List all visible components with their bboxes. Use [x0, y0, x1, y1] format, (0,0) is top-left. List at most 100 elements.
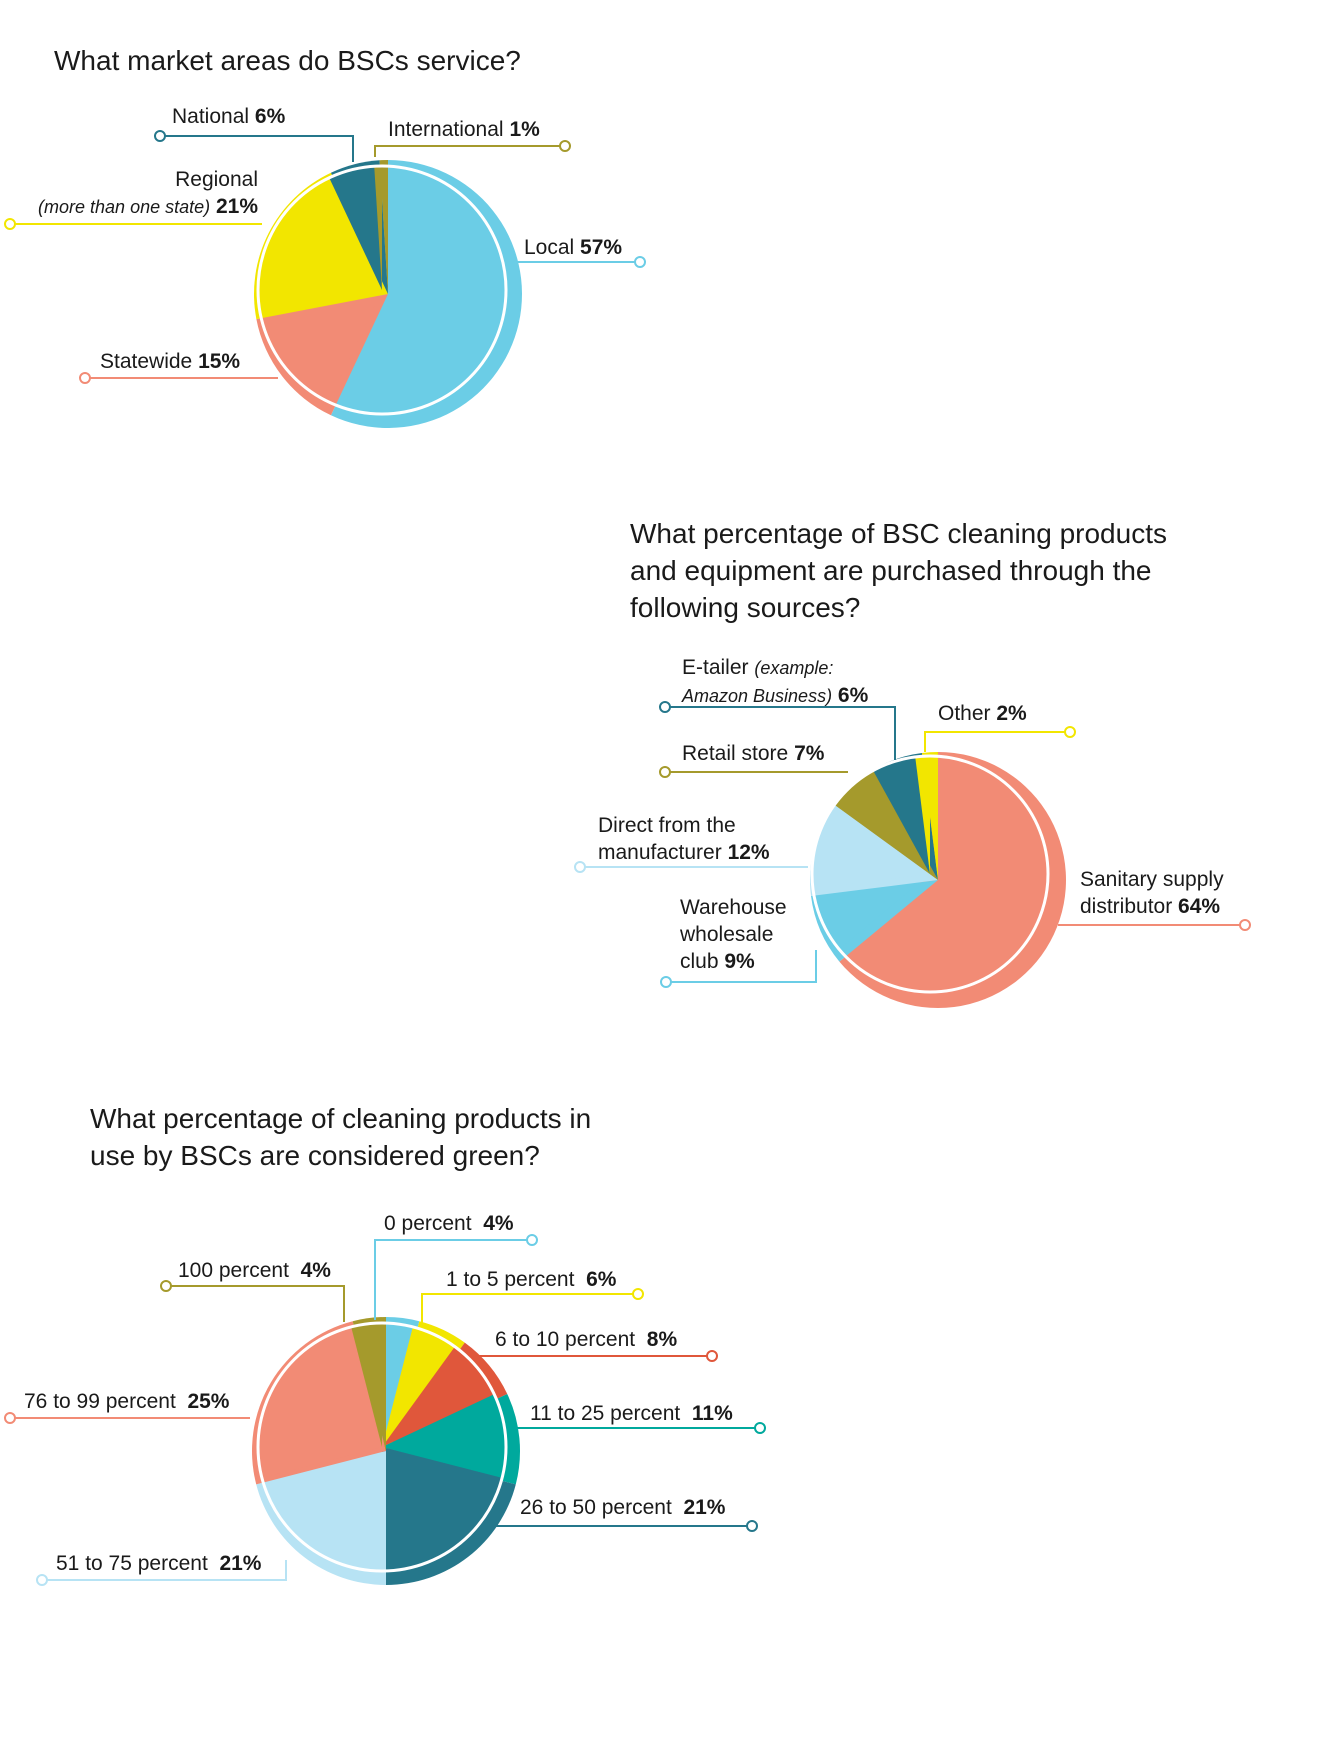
label-value: 21% [215, 195, 258, 218]
chart1-label-international: International 1% [388, 116, 540, 143]
chart2-slice-2 [811, 804, 930, 889]
chart3-slice-4 [382, 1447, 503, 1571]
chart1-label-local: Local 57% [524, 234, 622, 261]
label-note: (example: Amazon Business) [682, 658, 834, 706]
chart3-white-ring [256, 1321, 508, 1573]
chart1-white-ring [256, 164, 508, 416]
chart3-leader-dot-7 [160, 1280, 172, 1292]
label-value: 2% [996, 702, 1027, 725]
label-value: 57% [580, 236, 623, 259]
label-name: International [388, 118, 504, 141]
label-second-line: (more than one state) 21% [10, 193, 258, 221]
chart3-leader-dot-2 [706, 1350, 718, 1362]
label-name: 51 to 75 percent [56, 1552, 208, 1575]
chart1-leader-line-4 [374, 145, 565, 157]
chart3-label-1-5: 1 to 5 percent 6% [446, 1266, 616, 1293]
label-name: Regional [175, 168, 258, 191]
chart2-leader-dot-4 [659, 701, 671, 713]
chart3-slice-2 [382, 1346, 495, 1447]
chart2-leader-line-4 [665, 706, 896, 760]
chart1-slice-4 [374, 165, 382, 290]
label-name: Warehouse wholesale club [680, 896, 787, 973]
label-name: Sanitary supply distributor [1080, 868, 1224, 918]
chart1-leader-line-3 [160, 135, 354, 162]
label-name: National [172, 105, 250, 128]
chart3-leader-dot-4 [746, 1520, 758, 1532]
chart3-label-100: 100 percent 4% [178, 1257, 331, 1284]
chart3-leader-dot-5 [36, 1574, 48, 1586]
chart1-leader-dot-0 [634, 256, 646, 268]
chart3-leader-dot-6 [4, 1412, 16, 1424]
label-name: 11 to 25 percent [530, 1402, 681, 1425]
chart2-title: What percentage of BSC cleaning products… [630, 518, 1167, 623]
chart2-leader-line-1 [666, 950, 817, 983]
label-name: Statewide [100, 350, 193, 373]
chart1-leader-dot-1 [79, 372, 91, 384]
chart1-slice-2 [258, 177, 382, 314]
chart2-leader-dot-0 [1239, 919, 1251, 931]
label-name: 1 to 5 percent [446, 1268, 575, 1291]
label-value: 4% [483, 1212, 514, 1235]
label-name: E-tailer [682, 656, 749, 679]
chart3-leader-dot-3 [754, 1422, 766, 1434]
chart3-label-11-25: 11 to 25 percent 11% [530, 1400, 733, 1427]
label-name: 0 percent [384, 1212, 472, 1235]
chart1-leader-dot-3 [154, 130, 166, 142]
chart3-label-0: 0 percent 4% [384, 1210, 514, 1237]
chart2-white-ring [810, 754, 1050, 994]
chart1-title: What market areas do BSCs service? [54, 45, 521, 76]
chart2-leader-dot-3 [659, 766, 671, 778]
chart2-label-warehouse: Warehouse wholesale club 9% [680, 894, 800, 975]
chart1-slice-0 [329, 166, 506, 415]
chart2-label-direct: Direct from the manufacturer 12% [598, 812, 798, 866]
label-name: Retail store [682, 742, 789, 765]
chart2-leader-line-5 [924, 731, 1070, 752]
chart3-leader-line-0 [374, 1239, 532, 1320]
label-value: 25% [187, 1390, 230, 1413]
chart3-slice-5 [261, 1447, 382, 1571]
chart1-leader-dot-2 [4, 218, 16, 230]
label-name: 6 to 10 percent [495, 1328, 636, 1351]
chart3-label-6-10: 6 to 10 percent 8% [495, 1326, 677, 1353]
chart2-leader-dot-5 [1064, 726, 1076, 738]
chart3-slice-1 [382, 1326, 455, 1447]
chart2-leader-dot-2 [574, 861, 586, 873]
chart2-label-other: Other 2% [938, 700, 1027, 727]
label-value: 6% [254, 105, 286, 128]
label-value: 6% [586, 1268, 617, 1291]
chart3-leader-dot-1 [632, 1288, 644, 1300]
chart3-label-51-75: 51 to 75 percent 21% [56, 1550, 261, 1577]
label-name: Direct from the manufacturer [598, 814, 736, 864]
chart3-leader-line-5 [42, 1560, 287, 1581]
chart2-leader-dot-1 [660, 976, 672, 988]
chart2-slice-0 [839, 756, 1048, 992]
chart3-slice-6 [258, 1326, 382, 1478]
chart3-leader-line-7 [166, 1285, 345, 1322]
chart3-title: What percentage of cleaning products in … [90, 1103, 592, 1171]
chart3-leader-dot-0 [526, 1234, 538, 1246]
label-note: (more than one state) [38, 197, 211, 217]
chart2-slice-3 [834, 770, 930, 874]
chart3-label-76-99: 76 to 99 percent 25% [24, 1388, 229, 1415]
label-value: 15% [198, 350, 241, 373]
chart2-label-sanitary: Sanitary supply distributor 64% [1080, 866, 1230, 920]
label-value: 21% [683, 1496, 726, 1519]
chart3-slice-3 [382, 1394, 506, 1478]
chart3-label-26-50: 26 to 50 percent 21% [520, 1494, 725, 1521]
label-name: 26 to 50 percent [520, 1496, 672, 1519]
chart2-slice-5 [915, 756, 930, 874]
chart1-slice-3 [329, 166, 382, 290]
label-value: 21% [219, 1552, 262, 1575]
label-value: 6% [837, 684, 869, 707]
chart2-slice-4 [873, 756, 930, 874]
chart3-slice-0 [382, 1323, 413, 1447]
chart1-label-regional: Regional (more than one state) 21% [10, 166, 258, 221]
label-name: 100 percent [178, 1259, 289, 1282]
label-value: 4% [300, 1259, 331, 1282]
label-value: 8% [646, 1328, 678, 1351]
chart2-slice-1 [812, 874, 930, 950]
chart2-label-retail: Retail store 7% [682, 740, 824, 767]
chart2-label-etailer: E-tailer (example: Amazon Business) 6% [682, 654, 902, 710]
chart1-slice-1 [260, 290, 382, 403]
